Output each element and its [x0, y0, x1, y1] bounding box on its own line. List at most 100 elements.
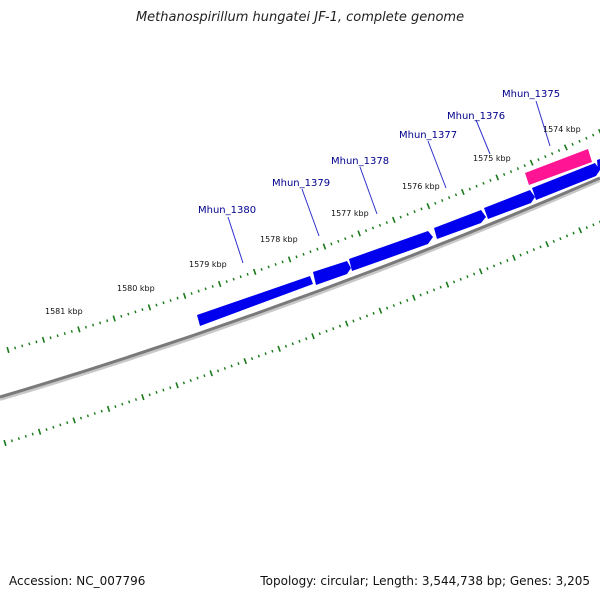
scale-tick	[318, 332, 321, 336]
scale-tick	[271, 349, 274, 353]
gene-feature-mhun-1376[interactable]	[484, 190, 535, 219]
scale-tick	[257, 354, 260, 358]
gene-label-mhun-1376[interactable]: Mhun_1376	[447, 111, 505, 122]
scale-tick	[169, 299, 172, 302]
scale-tick	[120, 314, 123, 318]
scale-tick	[385, 221, 388, 225]
map-title: Methanospirillum hungatei JF-1, complete…	[135, 10, 465, 25]
scale-tick	[291, 342, 294, 346]
scale-tick	[578, 227, 583, 234]
scale-tick	[378, 223, 382, 227]
scale-tick	[459, 277, 462, 281]
scale-tick	[287, 256, 292, 263]
scale-tick	[66, 421, 69, 425]
genome-backbone	[0, 176, 600, 399]
scale-tick	[56, 334, 59, 338]
scale-tick	[243, 358, 248, 365]
scale-tick	[232, 277, 235, 281]
scale-tick	[399, 215, 402, 219]
gene-feature-highlight[interactable]	[525, 149, 592, 185]
scale-tick	[519, 253, 522, 257]
scale-tick	[311, 333, 315, 340]
scale-tick	[216, 369, 220, 373]
scale-tick	[189, 379, 192, 382]
scale-tick	[106, 319, 109, 323]
gene-feature-mhun-1375[interactable]	[532, 163, 600, 200]
scale-tick	[134, 310, 137, 314]
scale-tick	[434, 201, 437, 205]
scale-tick	[529, 159, 534, 166]
scale-tick	[344, 237, 347, 241]
scale-tick	[439, 285, 442, 289]
scale-label-1579: 1579 kbp	[189, 260, 227, 269]
scale-tick	[492, 264, 496, 268]
scale-tick	[114, 405, 117, 409]
scale-tick	[441, 199, 444, 202]
scale-tick	[545, 241, 550, 248]
gene-feature-mhun-1378[interactable]	[349, 231, 433, 271]
gene-features[interactable]	[197, 149, 600, 326]
scale-tick	[230, 364, 233, 368]
scale-tick	[225, 280, 228, 284]
scale-label-1581: 1581 kbp	[45, 307, 83, 316]
scale-tick	[563, 144, 568, 151]
scale-tick	[426, 202, 431, 210]
scale-tick	[489, 178, 492, 182]
scale-tick	[52, 425, 55, 429]
scale-tick	[3, 439, 7, 447]
scale-tick	[169, 386, 172, 390]
scale-tick	[41, 336, 46, 343]
scale-tick	[70, 329, 73, 333]
scale-tick	[466, 275, 469, 279]
scale-tick	[486, 267, 489, 271]
scale-tick	[552, 239, 555, 243]
scale-tick	[162, 301, 165, 305]
scale-tick	[35, 340, 38, 344]
scale-tick	[155, 303, 158, 307]
scale-tick	[344, 320, 349, 327]
scale-tick	[495, 174, 500, 181]
scale-tick	[475, 184, 478, 188]
gene-feature-mhun-1377[interactable]	[434, 210, 486, 239]
scale-tick	[526, 250, 529, 254]
scale-tick	[239, 275, 242, 279]
scale-tick	[585, 136, 588, 140]
scale-tick	[406, 298, 409, 302]
scale-tick	[6, 346, 10, 354]
gene-label-mhun-1378[interactable]: Mhun_1378	[331, 156, 389, 167]
scale-label-1574: 1574 kbp	[543, 125, 581, 134]
scale-tick	[79, 416, 83, 420]
genome-backbone-shadow	[0, 178, 600, 401]
scale-tick	[309, 250, 312, 254]
scale-tick	[252, 268, 257, 275]
scale-tick	[597, 128, 600, 134]
gene-label-mhun-1379[interactable]: Mhun_1379	[272, 178, 330, 189]
scale-tick	[392, 304, 395, 308]
gene-label-mhun-1380[interactable]: Mhun_1380	[198, 205, 256, 216]
scale-tick	[86, 414, 89, 418]
scale-tick	[506, 259, 509, 262]
scale-tick	[141, 394, 145, 401]
scale-tick	[84, 325, 87, 329]
scale-tick	[419, 293, 422, 297]
gene-feature-next[interactable]	[597, 159, 600, 171]
scale-tick	[420, 207, 423, 211]
scale-label-1580: 1580 kbp	[117, 284, 155, 293]
scale-tick	[516, 167, 520, 171]
scale-tick	[277, 345, 281, 352]
scale-tick	[559, 237, 562, 241]
scale-tick	[478, 268, 483, 275]
scale-tick	[378, 307, 383, 314]
scale-tick	[28, 342, 31, 346]
scale-tick	[92, 323, 95, 327]
scale-tick	[585, 226, 588, 230]
gene-label-mhun-1375[interactable]: Mhun_1375	[502, 89, 560, 100]
scale-tick	[190, 292, 193, 295]
gene-feature-mhun-1380[interactable]	[197, 276, 313, 326]
scale-tick	[106, 405, 111, 412]
gene-feature-mhun-1379[interactable]	[313, 261, 351, 285]
scale-tick	[72, 417, 76, 424]
scale-label-1575: 1575 kbp	[473, 154, 511, 163]
gene-label-mhun-1377[interactable]: Mhun_1377	[399, 130, 457, 141]
